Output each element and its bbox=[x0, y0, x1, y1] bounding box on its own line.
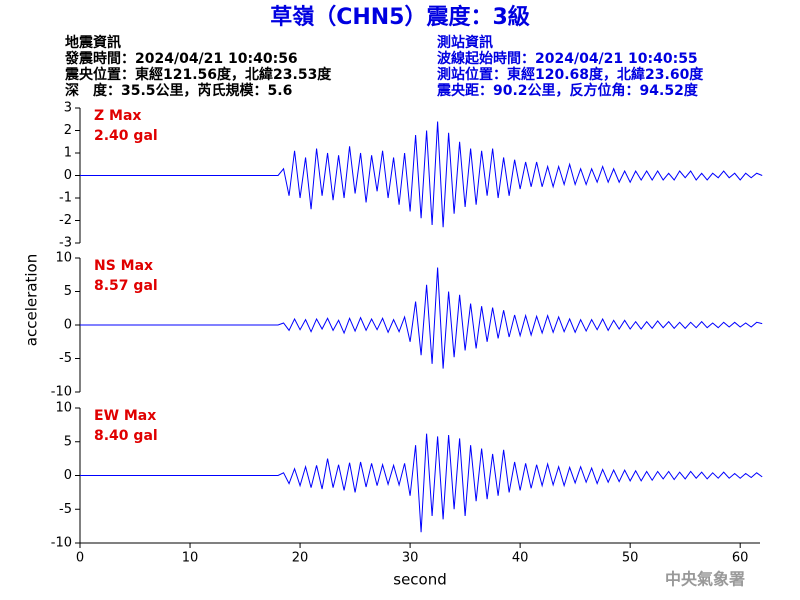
y-tick-label: 5 bbox=[64, 434, 72, 449]
y-tick-label: 1 bbox=[64, 146, 72, 161]
y-tick-label: 10 bbox=[55, 251, 72, 266]
y-tick-label: 0 bbox=[64, 168, 72, 183]
x-tick-label: 30 bbox=[402, 551, 419, 566]
y-tick-label: 10 bbox=[55, 401, 72, 416]
y-tick-label: -10 bbox=[51, 536, 72, 551]
y-tick-label: 0 bbox=[64, 318, 72, 333]
quake-info: 深 度：35.5公里，芮氏規模：5.6 bbox=[65, 82, 292, 99]
quake-info: 震央位置：東經121.56度，北緯23.53度 bbox=[64, 66, 332, 83]
x-axis-label: second bbox=[393, 571, 447, 589]
annotation: NS Max bbox=[94, 258, 153, 274]
station-info: 測站資訊 bbox=[437, 34, 493, 51]
annotation: 8.57 gal bbox=[94, 278, 158, 294]
y-tick-label: -2 bbox=[59, 213, 72, 228]
annotation: 2.40 gal bbox=[94, 128, 158, 144]
quake-info: 發震時間：2024/04/21 10:40:56 bbox=[64, 50, 298, 67]
quake-info: 地震資訊 bbox=[65, 34, 121, 51]
y-tick-label: 3 bbox=[64, 101, 72, 116]
y-tick-label: 5 bbox=[64, 284, 72, 299]
y-tick-label: -5 bbox=[59, 502, 72, 517]
title: 草嶺（CHN5）震度：3級 bbox=[270, 4, 530, 30]
waveform bbox=[80, 121, 763, 228]
y-tick-label: -5 bbox=[59, 351, 72, 366]
station-info: 震央距：90.2公里，反方位角：94.52度 bbox=[436, 82, 699, 99]
x-tick-label: 10 bbox=[182, 551, 199, 566]
station-info: 測站位置：東經120.68度，北緯23.60度 bbox=[437, 66, 704, 83]
station-info: 波線起始時間：2024/04/21 10:40:55 bbox=[437, 50, 698, 67]
y-tick-label: 0 bbox=[64, 468, 72, 483]
footer: 中央氣象署 bbox=[665, 570, 745, 589]
y-tick-label: -3 bbox=[59, 236, 72, 251]
waveform bbox=[80, 433, 763, 533]
x-tick-label: 60 bbox=[732, 551, 749, 566]
x-tick-label: 0 bbox=[76, 551, 84, 566]
y-axis-label: acceleration bbox=[23, 254, 41, 346]
waveform bbox=[80, 267, 763, 369]
annotation: EW Max bbox=[94, 408, 156, 424]
x-tick-label: 20 bbox=[292, 551, 309, 566]
y-tick-label: -10 bbox=[51, 385, 72, 400]
annotation: 8.40 gal bbox=[94, 428, 158, 444]
x-tick-label: 50 bbox=[622, 551, 639, 566]
annotation: Z Max bbox=[94, 108, 141, 124]
x-tick-label: 40 bbox=[512, 551, 529, 566]
y-tick-label: 2 bbox=[64, 123, 72, 138]
y-tick-label: -1 bbox=[59, 191, 72, 206]
